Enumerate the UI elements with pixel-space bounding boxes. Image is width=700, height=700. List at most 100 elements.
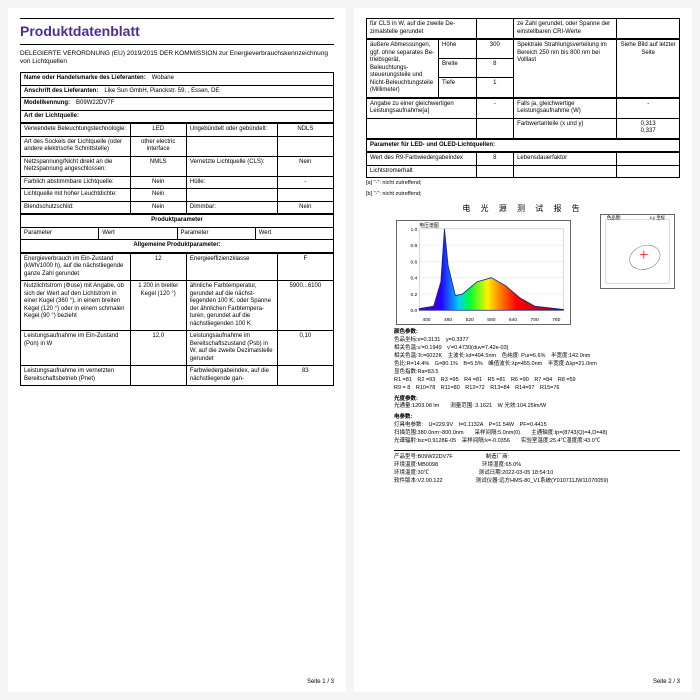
led-head-table: Parameter für LED- und OLED-Lichtquellen…	[366, 139, 680, 153]
svg-text:电压谱图: 电压谱图	[419, 222, 439, 229]
table-cell: Farbwiedergabein­dex, auf die nächstlieg…	[186, 366, 277, 386]
table-cell	[130, 366, 186, 386]
table-cell: Leistungsaufnahme im Ein-Zu­stand (Pon) …	[21, 331, 131, 366]
table-cell: Farbwertanteile (x und y)	[514, 118, 617, 138]
cn-line: 显色指数:Ra=83.5	[394, 369, 680, 377]
spd-label: Spektrale Strah­lungsverteilung im Berei…	[514, 40, 617, 98]
supplier-addr-label: Anschrift des Lieferanten:	[24, 88, 98, 94]
spd-value: Siehe Bild auf letzter Seite	[617, 40, 680, 98]
supplier-name-value: Wobane	[152, 75, 174, 81]
dim-width-value: 8	[476, 59, 514, 78]
cn-line: 相关色温:u'=0.1949 v'=0.4730(duv=7.42e-03)	[394, 345, 680, 353]
page-2-footer: Seite 2 / 3	[653, 679, 680, 687]
param-head-table: Produktparameter Parameter Wert Paramete…	[20, 214, 334, 253]
cn-color-head: 颜色参数:	[394, 329, 432, 337]
table-cell: Falls ja, gleichwerti­ge Leistungsaufnah…	[514, 98, 617, 118]
svg-text:0.8: 0.8	[410, 243, 417, 249]
led-param-table: Wert des R9-Farbwiedergabein­dex8Lebensd…	[366, 152, 680, 178]
svg-text:760: 760	[552, 317, 560, 323]
dim-depth-label: Tiefe	[438, 78, 476, 97]
model-label: Modellkennung:	[24, 100, 70, 106]
table-cell	[367, 118, 477, 138]
table-cell	[186, 136, 277, 156]
table-cell: Dimmbar:	[186, 201, 277, 214]
svg-text:400: 400	[422, 317, 430, 323]
dimensions-table: äußere Ab­messungen, ggf. ohne se­parate…	[366, 39, 680, 98]
table-cell: NMLS	[130, 156, 186, 176]
general-param-table: Energieverbrauch im Ein-Zu­stand (kWh/10…	[20, 253, 334, 387]
cn-line: R9 = 8 R10=78 R11=80 R12=72 R13=84 R14=9…	[394, 385, 680, 393]
table-cell: ze Zahl gerundet, oder Spanne der ein­st…	[514, 19, 617, 39]
regulation-intro: DELEGIERTE VERORDNUNG (EU) 2019/2015 DER…	[20, 45, 334, 73]
svg-text:0.4: 0.4	[410, 275, 417, 281]
footnote-b: [b] "-": nicht zutreffend;	[366, 189, 680, 200]
table-cell: Leistungsaufnahme im Bereitschaftszu­sta…	[186, 331, 277, 366]
table-cell: Art des Sockels der Lichtquelle (oder an…	[21, 136, 131, 156]
table-cell	[476, 165, 514, 178]
table-cell: 5900...6100	[277, 281, 333, 331]
page-1-footer: Seite 1 / 3	[307, 679, 334, 687]
supplier-addr-value: Like Sun GmbH, Pianckstr. 59, , Essen, D…	[104, 88, 219, 94]
svg-text:640: 640	[509, 317, 517, 323]
model-value: B09W22DV7F	[76, 100, 114, 106]
table-cell: Blendschutzschild:	[21, 201, 131, 214]
light-type-head: Art der Lichtquelle:	[24, 113, 79, 119]
table-cell: Vernetzte Lichtquel­le (CLS):	[186, 156, 277, 176]
table-cell: 1 200 in brei­ter Kegel (120 °)	[130, 281, 186, 331]
cn-line: 软件版本:V2.00.122 测试仪器:远方HMS-80_V1系统(Y01071…	[394, 478, 680, 486]
table-cell	[617, 153, 680, 166]
table-cell: 12	[130, 253, 186, 281]
table-cell: Verwendete Beleuchtungstech­nologie:	[21, 124, 131, 137]
spectrum-chart: 0.00.20.40.60.81.0400460520580640700760电…	[396, 220, 571, 325]
page-1: Produktdatenblatt DELEGIERTE VERORDNUNG …	[8, 8, 346, 692]
cie-chart: 色品图:x,y 坐标	[600, 214, 675, 289]
cn-line: R1 =81 R2 =93 R3 =95 R4 =81 R5 =81 R6 =9…	[394, 377, 680, 385]
svg-text:460: 460	[444, 317, 452, 323]
svg-text:0.2: 0.2	[410, 292, 417, 298]
table-cell: Hülle:	[186, 176, 277, 189]
col-parameter-1: Parameter	[21, 227, 99, 240]
table-cell: 8	[476, 153, 514, 166]
table-cell: F	[277, 253, 333, 281]
col-parameter-2: Parameter	[177, 227, 255, 240]
equiv-table: Angabe zu einer gleichwertigen Leistungs…	[366, 98, 680, 139]
table-cell: NDLS	[277, 124, 333, 137]
light-type-table: Verwendete Beleuchtungstech­nologie:LEDU…	[20, 123, 334, 214]
table-cell	[277, 136, 333, 156]
supplier-table: Name oder Handelsmarke des Lieferanten: …	[20, 72, 334, 123]
table-cell: Lichtquelle mit hoher Leucht­dichte:	[21, 189, 131, 202]
spectrum-svg: 0.00.20.40.60.81.0400460520580640700760电…	[397, 221, 570, 324]
dim-height-value: 300	[476, 40, 514, 59]
table-cell: -	[617, 98, 680, 118]
cn-line: 色品坐标:x=0.3131 y=0.3377	[394, 337, 680, 345]
led-oled-head: Parameter für LED- und OLED-Lichtquellen…	[370, 142, 495, 148]
svg-text:580: 580	[487, 317, 495, 323]
svg-text:520: 520	[466, 317, 474, 323]
doc-title: Produktdatenblatt	[20, 18, 334, 45]
cn-footer-block: 产品型号:B09W22DV7F 制造厂商:环境温度:MB0098 环境湿度:65…	[394, 450, 680, 486]
col-value-1: Wert	[99, 227, 177, 240]
table-cell: 12,0	[130, 331, 186, 366]
cn-line: 色比:R=14.4% G=80.1% B=5.5% 峰值波长:λp=455.0n…	[394, 361, 680, 369]
col-value-2: Wert	[255, 227, 333, 240]
table-cell: Nein	[130, 189, 186, 202]
table-cell: Angabe zu einer gleichwertigen Leistungs…	[367, 98, 477, 118]
table-cell: Nein	[130, 201, 186, 214]
cie-svg: 色品图:x,y 坐标	[601, 215, 674, 288]
table-cell: -	[277, 176, 333, 189]
table-cell: für CLS in W, auf die zweite De­zimalste…	[367, 19, 477, 39]
supplier-name-label: Name oder Handelsmarke des Lieferanten:	[24, 75, 146, 81]
table-cell: Farblich abstimmbare Licht­quelle:	[21, 176, 131, 189]
table-cell: Nein	[277, 201, 333, 214]
table-cell	[476, 19, 514, 39]
table-cell: Lebensdauerfaktor	[514, 153, 617, 166]
table-cell	[617, 165, 680, 178]
page-2: für CLS in W, auf die zweite De­zimalste…	[354, 8, 692, 692]
table-cell	[476, 118, 514, 138]
table-cell: 0,3130,337	[617, 118, 680, 138]
footnote-a: [a] "-": nicht zutreffend;	[366, 178, 680, 189]
general-param-head: Allgemeine Produktparameter:	[21, 240, 334, 253]
table-cell: 0,10	[277, 331, 333, 366]
svg-text:700: 700	[531, 317, 539, 323]
table-cell	[514, 165, 617, 178]
